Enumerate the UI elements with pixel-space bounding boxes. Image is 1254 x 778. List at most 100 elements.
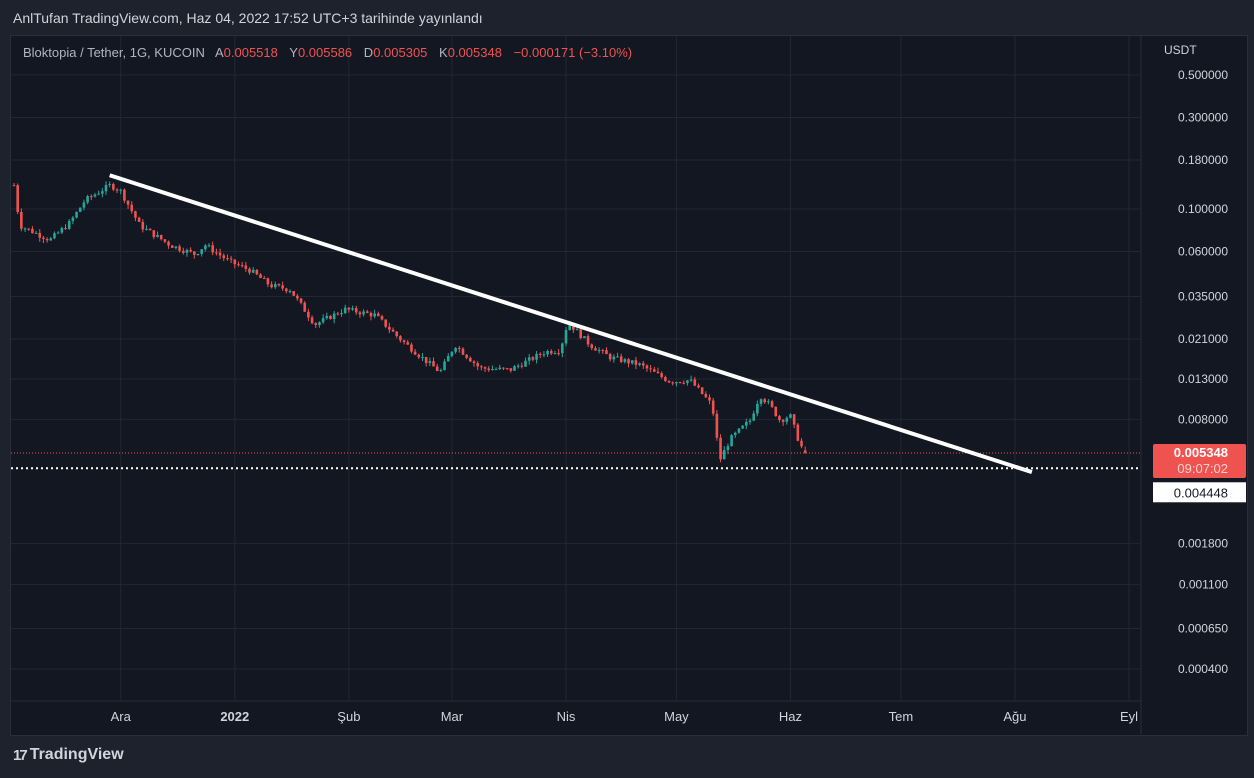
candle-body [472, 361, 476, 364]
candle-body [752, 413, 755, 421]
candle-body [266, 278, 270, 285]
x-tick-label: Eyl [1120, 709, 1138, 724]
candle-body [443, 361, 446, 371]
candle-body [207, 245, 211, 247]
x-tick-label: Ağu [1003, 709, 1026, 724]
candle-body [152, 230, 156, 237]
x-tick-label: Tem [889, 709, 914, 724]
candle-body [722, 450, 726, 460]
x-tick-label: Ara [111, 709, 132, 724]
candle-body [31, 228, 34, 234]
chart-pane[interactable] [10, 35, 1248, 736]
candle-body [476, 363, 479, 367]
candle-body [483, 367, 487, 369]
y-tick-label: 0.000650 [1178, 621, 1228, 635]
candle-body [343, 307, 347, 313]
candle-body [336, 313, 340, 315]
candle-body [101, 191, 104, 194]
candle-body [196, 254, 200, 256]
candle-body [351, 308, 354, 310]
candle-body [299, 298, 303, 303]
candle-body [719, 437, 722, 460]
candle-body [281, 285, 284, 289]
candle-body [86, 196, 89, 203]
y-tick-label: 0.180000 [1178, 153, 1228, 167]
candle-body [689, 379, 693, 381]
candle-body [623, 359, 627, 362]
candle-body [178, 246, 181, 251]
y-tick-label: 0.001800 [1178, 537, 1228, 551]
x-tick-label: Nis [557, 709, 576, 724]
candle-body [421, 356, 424, 358]
candle-body [594, 348, 597, 351]
candle-body [711, 400, 715, 414]
candle-body [112, 184, 115, 190]
candle-body [583, 336, 586, 339]
candle-body [288, 291, 292, 293]
candle-body [572, 324, 575, 330]
candle-body [480, 366, 483, 368]
candle-body [16, 185, 19, 212]
candle-body [424, 356, 428, 363]
candle-body [756, 403, 759, 414]
open-value: 0.005518 [223, 45, 278, 60]
candle-body [678, 382, 682, 384]
candle-body [49, 238, 53, 241]
candle-body [193, 251, 196, 255]
current-price-badge [1153, 443, 1246, 478]
line-price-label: 0.004448 [1174, 485, 1228, 500]
y-tick-label: 0.013000 [1178, 372, 1228, 386]
y-tick-label: 0.001100 [1179, 578, 1228, 592]
candle-body [520, 365, 524, 367]
candle-body [759, 399, 763, 404]
candle-body [524, 360, 527, 367]
line-price-badge [1153, 482, 1246, 503]
candle-body [715, 413, 719, 438]
low-label: D [363, 45, 374, 60]
y-tick-label: 0.021000 [1178, 332, 1228, 346]
candle-body [509, 368, 513, 371]
candle-body [505, 368, 509, 370]
candle-body [354, 308, 358, 313]
candle-body [229, 258, 233, 260]
candle-body [428, 361, 432, 363]
y-tick-label: 0.300000 [1178, 110, 1228, 124]
candle-body [457, 348, 461, 350]
candle-body [605, 350, 608, 355]
symbol-name[interactable]: Bloktopia / Tether, 1G, KUCOIN [23, 45, 205, 60]
candle-body [619, 356, 623, 362]
candle-body [215, 252, 218, 254]
candle-body [494, 369, 498, 371]
open-label: A [214, 45, 224, 60]
candle-body [686, 380, 689, 384]
candle-body [667, 380, 671, 383]
candle-body [240, 265, 244, 267]
candle-body [167, 241, 170, 246]
close-label: K [439, 45, 448, 60]
candle-body [439, 370, 443, 372]
candle-body [671, 382, 675, 384]
candle-body [616, 356, 619, 358]
candle-body [432, 361, 435, 367]
candle-body [645, 365, 649, 369]
candle-body [785, 417, 789, 422]
candle-body [542, 354, 546, 356]
currency-label: USDT [1164, 43, 1197, 57]
candle-body [325, 315, 329, 319]
candle-body [369, 312, 373, 317]
candle-body [586, 336, 590, 345]
candle-body [634, 360, 638, 365]
candle-body [601, 350, 605, 352]
candle-body [67, 220, 71, 229]
brand-name: TradingView [29, 746, 124, 763]
candle-body [630, 360, 634, 364]
candle-body [233, 259, 237, 265]
tradingview-logo[interactable]: 17 TradingView [13, 746, 124, 764]
candle-body [465, 354, 468, 358]
candle-body [406, 342, 410, 345]
candle-body [248, 268, 251, 273]
candle-body [380, 316, 384, 320]
candle-body [292, 291, 295, 296]
candle-body [123, 189, 126, 201]
